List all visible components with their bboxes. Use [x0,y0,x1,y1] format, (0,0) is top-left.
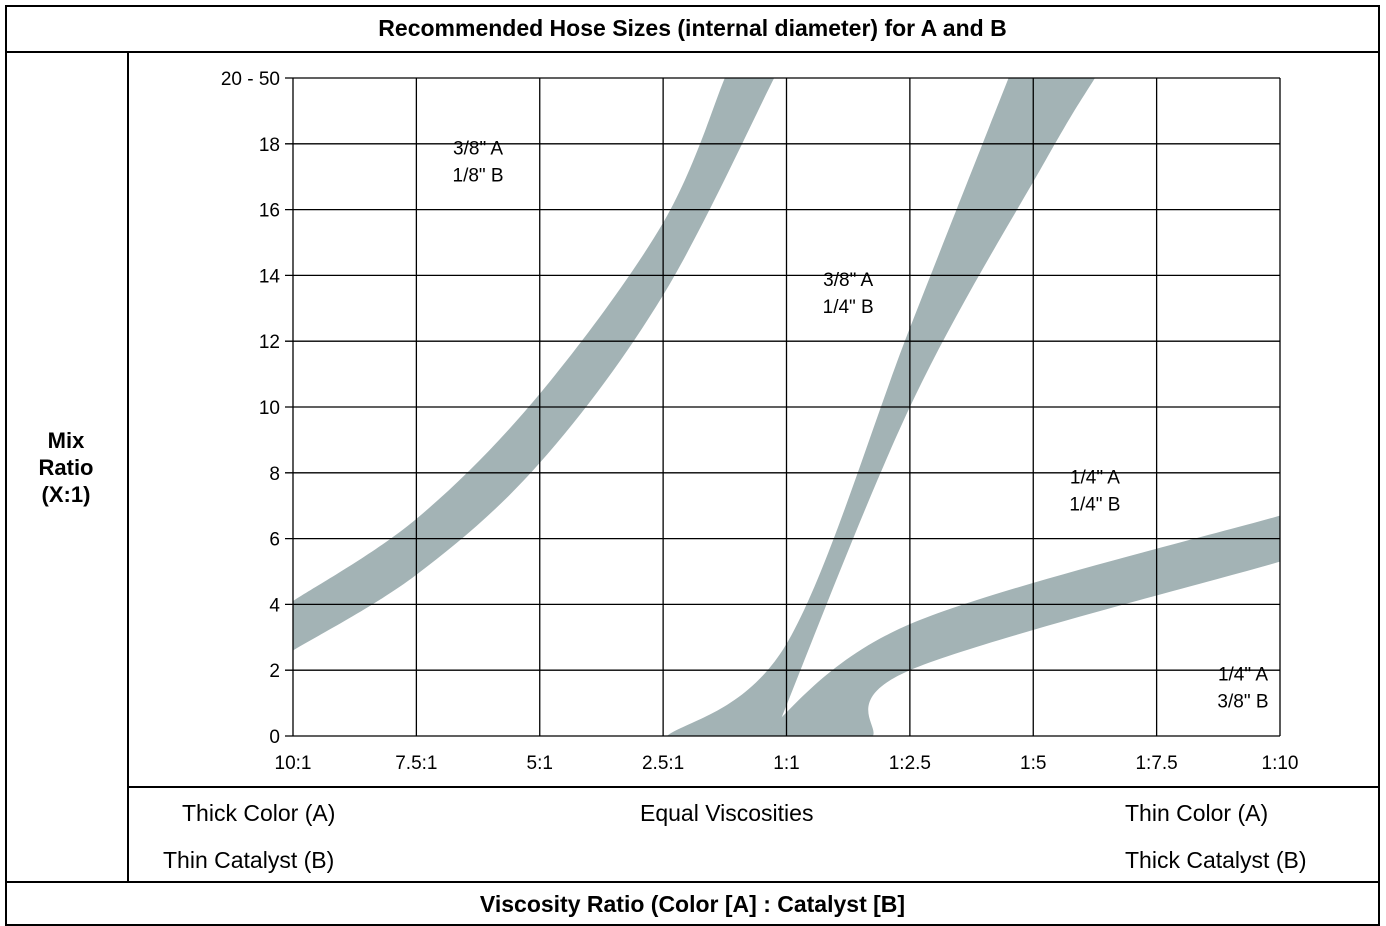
y-axis-label-line: Ratio [38,454,94,480]
thin-color-label: Thin Color (A) [1125,800,1269,826]
y-tick-label: 18 [259,135,280,156]
thin-catalyst-label: Thin Catalyst (B) [163,847,335,873]
x-tick-label: 7.5:1 [395,753,437,774]
x-tick-label: 2.5:1 [642,753,684,774]
equal-viscosities-label: Equal Viscosities [640,800,814,826]
hose-size-region-label: 1/4" B [823,297,874,318]
y-tick-label: 12 [259,332,280,353]
x-tick-label: 1:5 [1020,753,1046,774]
y-tick-label: 4 [269,595,280,616]
y-tick-label: 10 [259,398,280,419]
y-axis-label: Mix Ratio (X:1) [39,427,94,508]
hose-size-region-label: 1/4" A [1218,665,1268,686]
y-tick-label: 14 [259,266,281,287]
y-axis-label-cell: Mix Ratio (X:1) [5,52,129,882]
viscosity-labels-divider [128,786,1380,788]
hose-size-boundary-band [293,78,775,651]
y-tick-label: 2 [269,661,280,682]
y-tick-label: 16 [259,201,280,222]
hose-size-region-label: 1/4" B [1069,494,1120,515]
y-tick-label: 6 [269,530,280,551]
x-tick-label: 1:7.5 [1135,753,1177,774]
hose-size-region-label: 1/4" A [1070,467,1120,488]
thick-catalyst-label: Thick Catalyst (B) [1125,847,1307,873]
y-tick-label: 0 [269,727,280,748]
chart-title: Recommended Hose Sizes (internal diamete… [5,5,1380,53]
y-tick-label: 8 [269,464,280,485]
x-tick-label: 5:1 [527,753,553,774]
thick-color-label: Thick Color (A) [182,800,336,826]
hose-size-region-label: 3/8" A [453,138,503,159]
chart-frame [5,5,1380,926]
y-axis-label-line: (X:1) [41,481,91,507]
x-tick-label: 1:10 [1262,753,1299,774]
hose-size-region-label: 3/8" A [823,270,873,291]
hose-size-boundary-band [761,515,1280,736]
x-tick-label: 1:2.5 [889,753,931,774]
hose-size-region-label: 3/8" B [1217,692,1268,713]
y-tick-label: 20 - 50 [221,69,280,90]
hose-size-region-label: 1/8" B [453,165,504,186]
x-tick-label: 10:1 [275,753,312,774]
x-axis-title: Viscosity Ratio (Color [A] : Catalyst [B… [5,881,1380,926]
y-axis-label-line: Mix [47,427,85,453]
hose-size-boundary-band [666,78,1095,736]
x-tick-label: 1:1 [773,753,799,774]
